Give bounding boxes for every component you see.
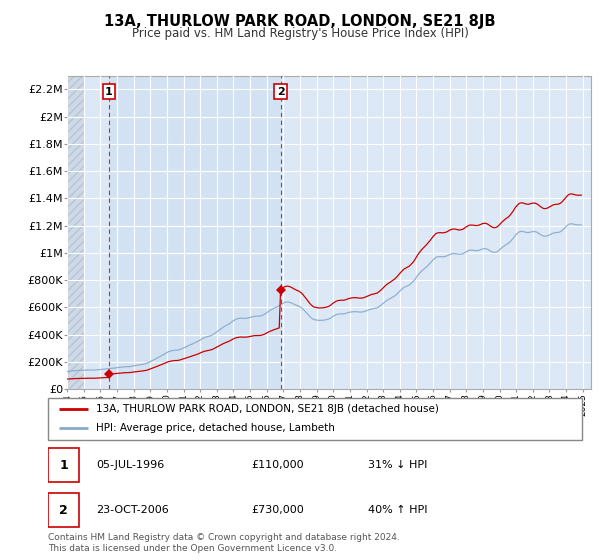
Text: £730,000: £730,000	[251, 505, 304, 515]
Text: 31% ↓ HPI: 31% ↓ HPI	[368, 460, 428, 470]
FancyBboxPatch shape	[48, 398, 582, 440]
Text: 1: 1	[59, 459, 68, 472]
FancyBboxPatch shape	[48, 493, 79, 527]
Text: Price paid vs. HM Land Registry's House Price Index (HPI): Price paid vs. HM Land Registry's House …	[131, 27, 469, 40]
Text: Contains HM Land Registry data © Crown copyright and database right 2024.
This d: Contains HM Land Registry data © Crown c…	[48, 533, 400, 553]
Bar	[109, 76, 281, 389]
FancyBboxPatch shape	[48, 449, 79, 482]
Text: 13A, THURLOW PARK ROAD, LONDON, SE21 8JB (detached house): 13A, THURLOW PARK ROAD, LONDON, SE21 8JB…	[96, 404, 439, 414]
Text: 05-JUL-1996: 05-JUL-1996	[96, 460, 164, 470]
Text: 2: 2	[277, 87, 284, 96]
Text: 13A, THURLOW PARK ROAD, LONDON, SE21 8JB: 13A, THURLOW PARK ROAD, LONDON, SE21 8JB	[104, 14, 496, 29]
Text: £110,000: £110,000	[251, 460, 304, 470]
Text: 1: 1	[105, 87, 113, 96]
Text: 40% ↑ HPI: 40% ↑ HPI	[368, 505, 428, 515]
Text: HPI: Average price, detached house, Lambeth: HPI: Average price, detached house, Lamb…	[96, 423, 335, 433]
Text: 2: 2	[59, 503, 68, 517]
Text: 23-OCT-2006: 23-OCT-2006	[96, 505, 169, 515]
